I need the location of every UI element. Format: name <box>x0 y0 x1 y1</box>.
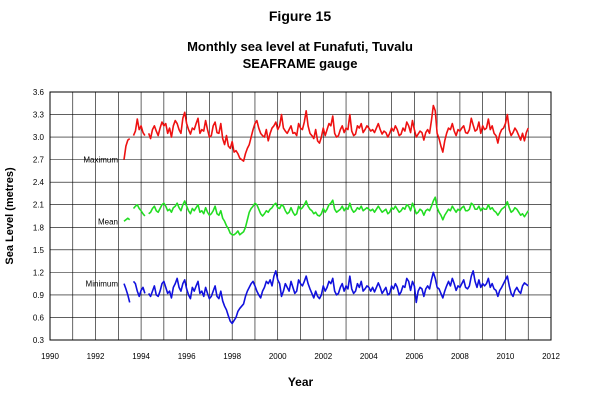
annotation-mean: Mean <box>98 217 118 226</box>
y-tick-label: 0.6 <box>33 313 45 322</box>
chart-subtitle: SEAFRAME gauge <box>242 56 358 71</box>
y-tick-label: 3.3 <box>33 111 45 120</box>
y-axis-label: Sea Level (metres) <box>4 167 16 265</box>
x-tick-label: 1998 <box>223 352 241 361</box>
y-tick-label: 0.9 <box>33 291 45 300</box>
chart-title-block: Monthly sea level at Funafuti, Tuvalu SE… <box>0 38 600 72</box>
series-line-maximum <box>123 104 529 162</box>
annotation-minimum: Minimum <box>86 280 119 289</box>
x-tick-label: 2004 <box>360 352 378 361</box>
y-tick-label: 0.3 <box>33 336 45 345</box>
series-group <box>123 104 529 325</box>
x-axis-label: Year <box>288 375 314 389</box>
x-tick-label: 2000 <box>269 352 287 361</box>
y-tick-label: 1.2 <box>33 268 45 277</box>
x-tick-label: 2002 <box>314 352 332 361</box>
y-tick-label: 2.4 <box>33 178 45 187</box>
gridlines <box>49 91 552 341</box>
x-tick-label: 2010 <box>497 352 515 361</box>
annotation-maximum: Maximum <box>83 156 118 165</box>
y-tick-label: 2.1 <box>33 201 45 210</box>
x-tick-label: 1994 <box>132 352 150 361</box>
y-tick-label: 3.0 <box>33 133 45 142</box>
y-axis-ticks: 0.3 0.6 0.9 1.2 1.5 1.8 2.1 2.4 2.7 3.0 3.3 3.6 <box>33 88 45 345</box>
x-tick-label: 1992 <box>87 352 105 361</box>
y-tick-label: 1.5 <box>33 246 45 255</box>
series-line-mean <box>123 196 529 236</box>
chart-title: Monthly sea level at Funafuti, Tuvalu <box>187 39 413 54</box>
y-tick-label: 3.6 <box>33 88 45 97</box>
x-tick-label: 1990 <box>41 352 59 361</box>
x-tick-label: 2006 <box>405 352 423 361</box>
annotations: Maximum Mean Minimum <box>83 156 118 289</box>
plot-frame <box>49 91 552 341</box>
y-tick-label: 2.7 <box>33 156 45 165</box>
x-tick-label: 1996 <box>178 352 196 361</box>
x-tick-label: 2008 <box>451 352 469 361</box>
y-tick-label: 1.8 <box>33 223 45 232</box>
x-tick-label: 2012 <box>542 352 560 361</box>
x-axis-ticks: 1990 1992 1994 1996 1998 2000 2002 2004 2006 2008… <box>41 352 560 361</box>
figure-label: Figure 15 <box>268 8 332 24</box>
series-line-minimum <box>123 270 529 325</box>
